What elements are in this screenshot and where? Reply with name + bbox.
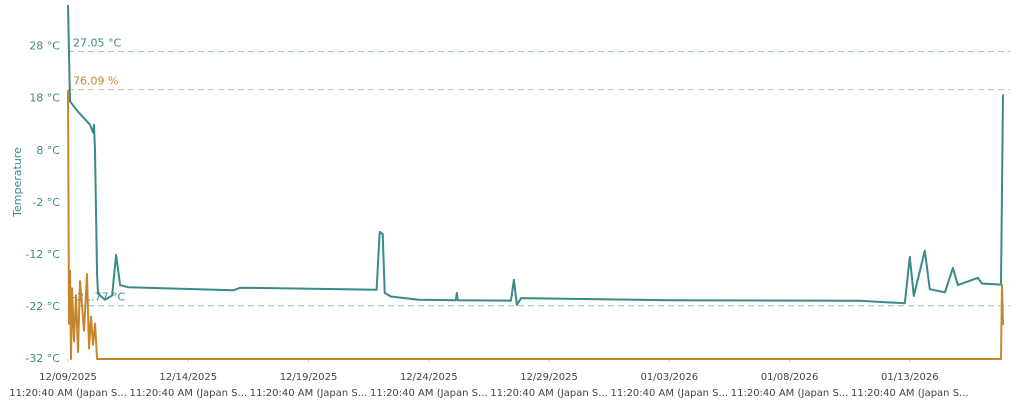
x-tick-label: 12/29/2025 xyxy=(520,372,578,383)
x-tick-sublabel: 11:20:40 AM (Japan S... xyxy=(370,388,488,399)
y-axis-label: Temperature xyxy=(11,147,24,218)
x-tick-label: 12/14/2025 xyxy=(159,372,217,383)
x-tick-sublabel: 11:20:40 AM (Japan S... xyxy=(610,388,728,399)
reference-label: 76.09 % xyxy=(73,75,118,88)
y-tick-label: -22 °C xyxy=(25,300,60,313)
x-tick-sublabel: 11:20:40 AM (Japan S... xyxy=(851,388,969,399)
y-tick-label: 18 °C xyxy=(29,92,60,105)
y-tick-label: 8 °C xyxy=(36,144,60,157)
y-tick-label: -12 °C xyxy=(25,248,60,261)
y-tick-label: -32 °C xyxy=(25,352,60,365)
y-tick-label: 28 °C xyxy=(29,40,60,53)
x-tick-sublabel: 11:20:40 AM (Japan S... xyxy=(250,388,368,399)
x-tick-sublabel: 11:20:40 AM (Japan S... xyxy=(9,388,127,399)
x-tick-sublabel: 11:20:40 AM (Japan S... xyxy=(490,388,608,399)
y-tick-label: -2 °C xyxy=(32,196,60,209)
x-tick-label: 01/03/2026 xyxy=(640,372,698,383)
series-line xyxy=(67,89,1004,360)
x-tick-label: 12/19/2025 xyxy=(280,372,338,383)
x-tick-sublabel: 11:20:40 AM (Japan S... xyxy=(731,388,849,399)
x-tick-label: 12/24/2025 xyxy=(400,372,458,383)
x-tick-sublabel: 11:20:40 AM (Japan S... xyxy=(129,388,247,399)
series-line xyxy=(67,4,1004,306)
x-tick-label: 01/13/2026 xyxy=(881,372,939,383)
x-tick-label: 12/09/2025 xyxy=(39,372,97,383)
x-tick-label: 01/08/2026 xyxy=(761,372,819,383)
reference-label: 27.05 °C xyxy=(73,37,121,50)
